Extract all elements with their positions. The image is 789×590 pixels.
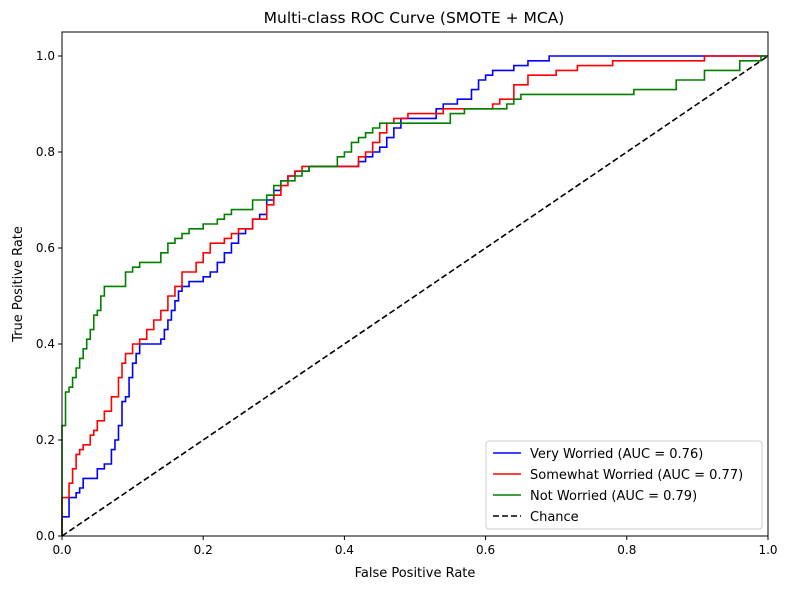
legend-label: Chance xyxy=(530,510,579,525)
series-line-3 xyxy=(61,55,769,537)
y-tick-label: 0.8 xyxy=(36,145,55,159)
plot-frame xyxy=(61,31,769,537)
x-tick-label: 0.4 xyxy=(335,543,354,557)
legend-box xyxy=(485,440,763,530)
y-axis: 0.0 0.2 0.4 0.6 0.8 1.0 xyxy=(36,49,62,543)
x-tick-label: 0.6 xyxy=(476,543,495,557)
x-tick-label: 1.0 xyxy=(758,543,777,557)
series-line-2 xyxy=(61,55,768,536)
x-tick-label: 0.8 xyxy=(617,543,636,557)
legend-label: Not Worried (AUC = 0.79) xyxy=(530,489,697,504)
x-axis-label: False Positive Rate xyxy=(355,566,476,581)
series-line-0 xyxy=(61,55,768,536)
y-axis-label: True Positive Rate xyxy=(11,226,26,343)
chart-title: Multi-class ROC Curve (SMOTE + MCA) xyxy=(264,9,565,27)
x-tick-label: 0.2 xyxy=(194,543,213,557)
y-tick-label: 0.0 xyxy=(36,529,55,543)
series-lines xyxy=(61,55,769,537)
y-tick-label: 0.2 xyxy=(36,433,55,447)
y-tick-label: 1.0 xyxy=(36,49,55,63)
legend-label: Very Worried (AUC = 0.76) xyxy=(530,447,703,462)
series-line-1 xyxy=(61,55,768,536)
y-tick-label: 0.4 xyxy=(36,337,55,351)
legend-label: Somewhat Worried (AUC = 0.77) xyxy=(530,468,743,483)
y-tick-label: 0.6 xyxy=(36,241,55,255)
x-tick-label: 0.0 xyxy=(52,543,71,557)
legend: Very Worried (AUC = 0.76) Somewhat Worrie… xyxy=(485,440,763,530)
x-axis: 0.0 0.2 0.4 0.6 0.8 1.0 xyxy=(52,536,778,557)
